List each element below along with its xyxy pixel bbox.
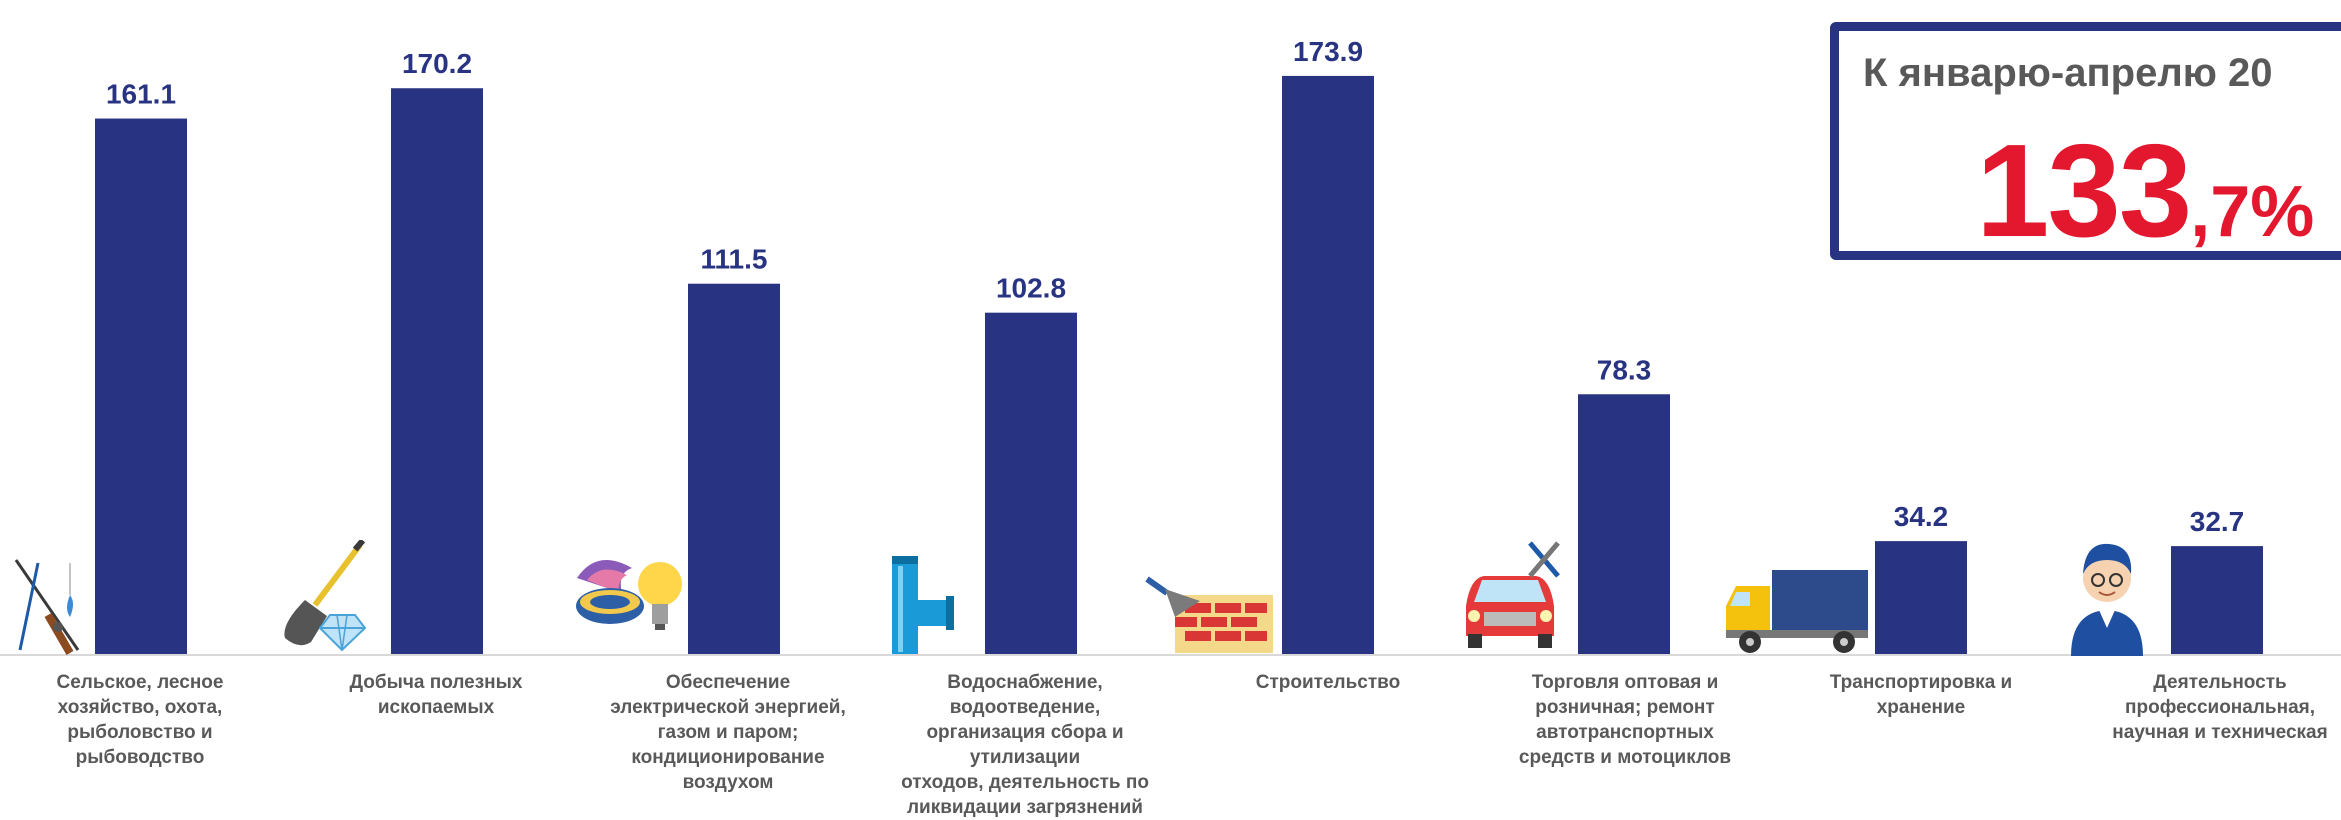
bar-4 — [1282, 75, 1374, 655]
bar-5 — [1578, 394, 1670, 655]
bar-2 — [688, 283, 780, 655]
bar-0 — [95, 118, 187, 656]
bar-3 — [985, 312, 1077, 655]
category-label-energy: Обеспечение электрической энергией, газо… — [610, 672, 846, 793]
category-label-construction: Строительство — [1255, 672, 1401, 693]
value-labels-group: 161.1 170.2 111.5 102.8 173.9 78.3 34.2 32.7 — [106, 36, 2244, 537]
value-label-0: 161.1 — [106, 79, 176, 110]
gas-burner-bulb-icon — [576, 560, 682, 630]
summary-title: К январю-апрелю 20 — [1863, 51, 2273, 95]
summary-value: 133,7% — [1976, 115, 2315, 260]
shovel-diamond-icon — [284, 540, 367, 652]
category-label-transport: Транспортировка и хранение — [1829, 672, 2013, 718]
category-label-water: Водоснабжение, водоотведение, организаци… — [901, 672, 1149, 818]
value-label-4: 173.9 — [1293, 36, 1363, 67]
summary-value-decimal: ,7% — [2190, 172, 2315, 252]
bar-6 — [1875, 541, 1967, 655]
brick-wall-trowel-icon — [1145, 576, 1273, 653]
value-label-7: 32.7 — [2190, 506, 2245, 537]
value-label-6: 34.2 — [1894, 501, 1949, 532]
summary-value-main: 133 — [1976, 117, 2192, 260]
summary-box: К январю-апрелю 20 133,7% — [1830, 22, 2341, 260]
bar-1 — [391, 88, 483, 655]
category-label-mining: Добыча полезных ископаемых — [349, 672, 523, 718]
truck-icon — [1726, 570, 1868, 653]
category-label-professional: Деятельность профессиональная, научная и… — [2112, 672, 2328, 743]
scientist-icon — [2071, 543, 2143, 656]
value-label-2: 111.5 — [701, 244, 768, 275]
bars-group — [95, 75, 2263, 656]
fishing-rod-icon — [14, 559, 80, 656]
value-label-1: 170.2 — [402, 48, 472, 79]
category-label-trade: Торговля оптовая и розничная; ремонт авт… — [1518, 672, 1732, 768]
category-label-agriculture: Сельское, лесное хозяйство, охота, рыбол… — [56, 672, 224, 768]
water-pipe-icon — [892, 556, 954, 654]
value-label-5: 78.3 — [1597, 354, 1652, 385]
car-wrench-icon — [1466, 541, 1560, 648]
bar-7 — [2171, 546, 2263, 655]
value-label-3: 102.8 — [996, 273, 1066, 304]
